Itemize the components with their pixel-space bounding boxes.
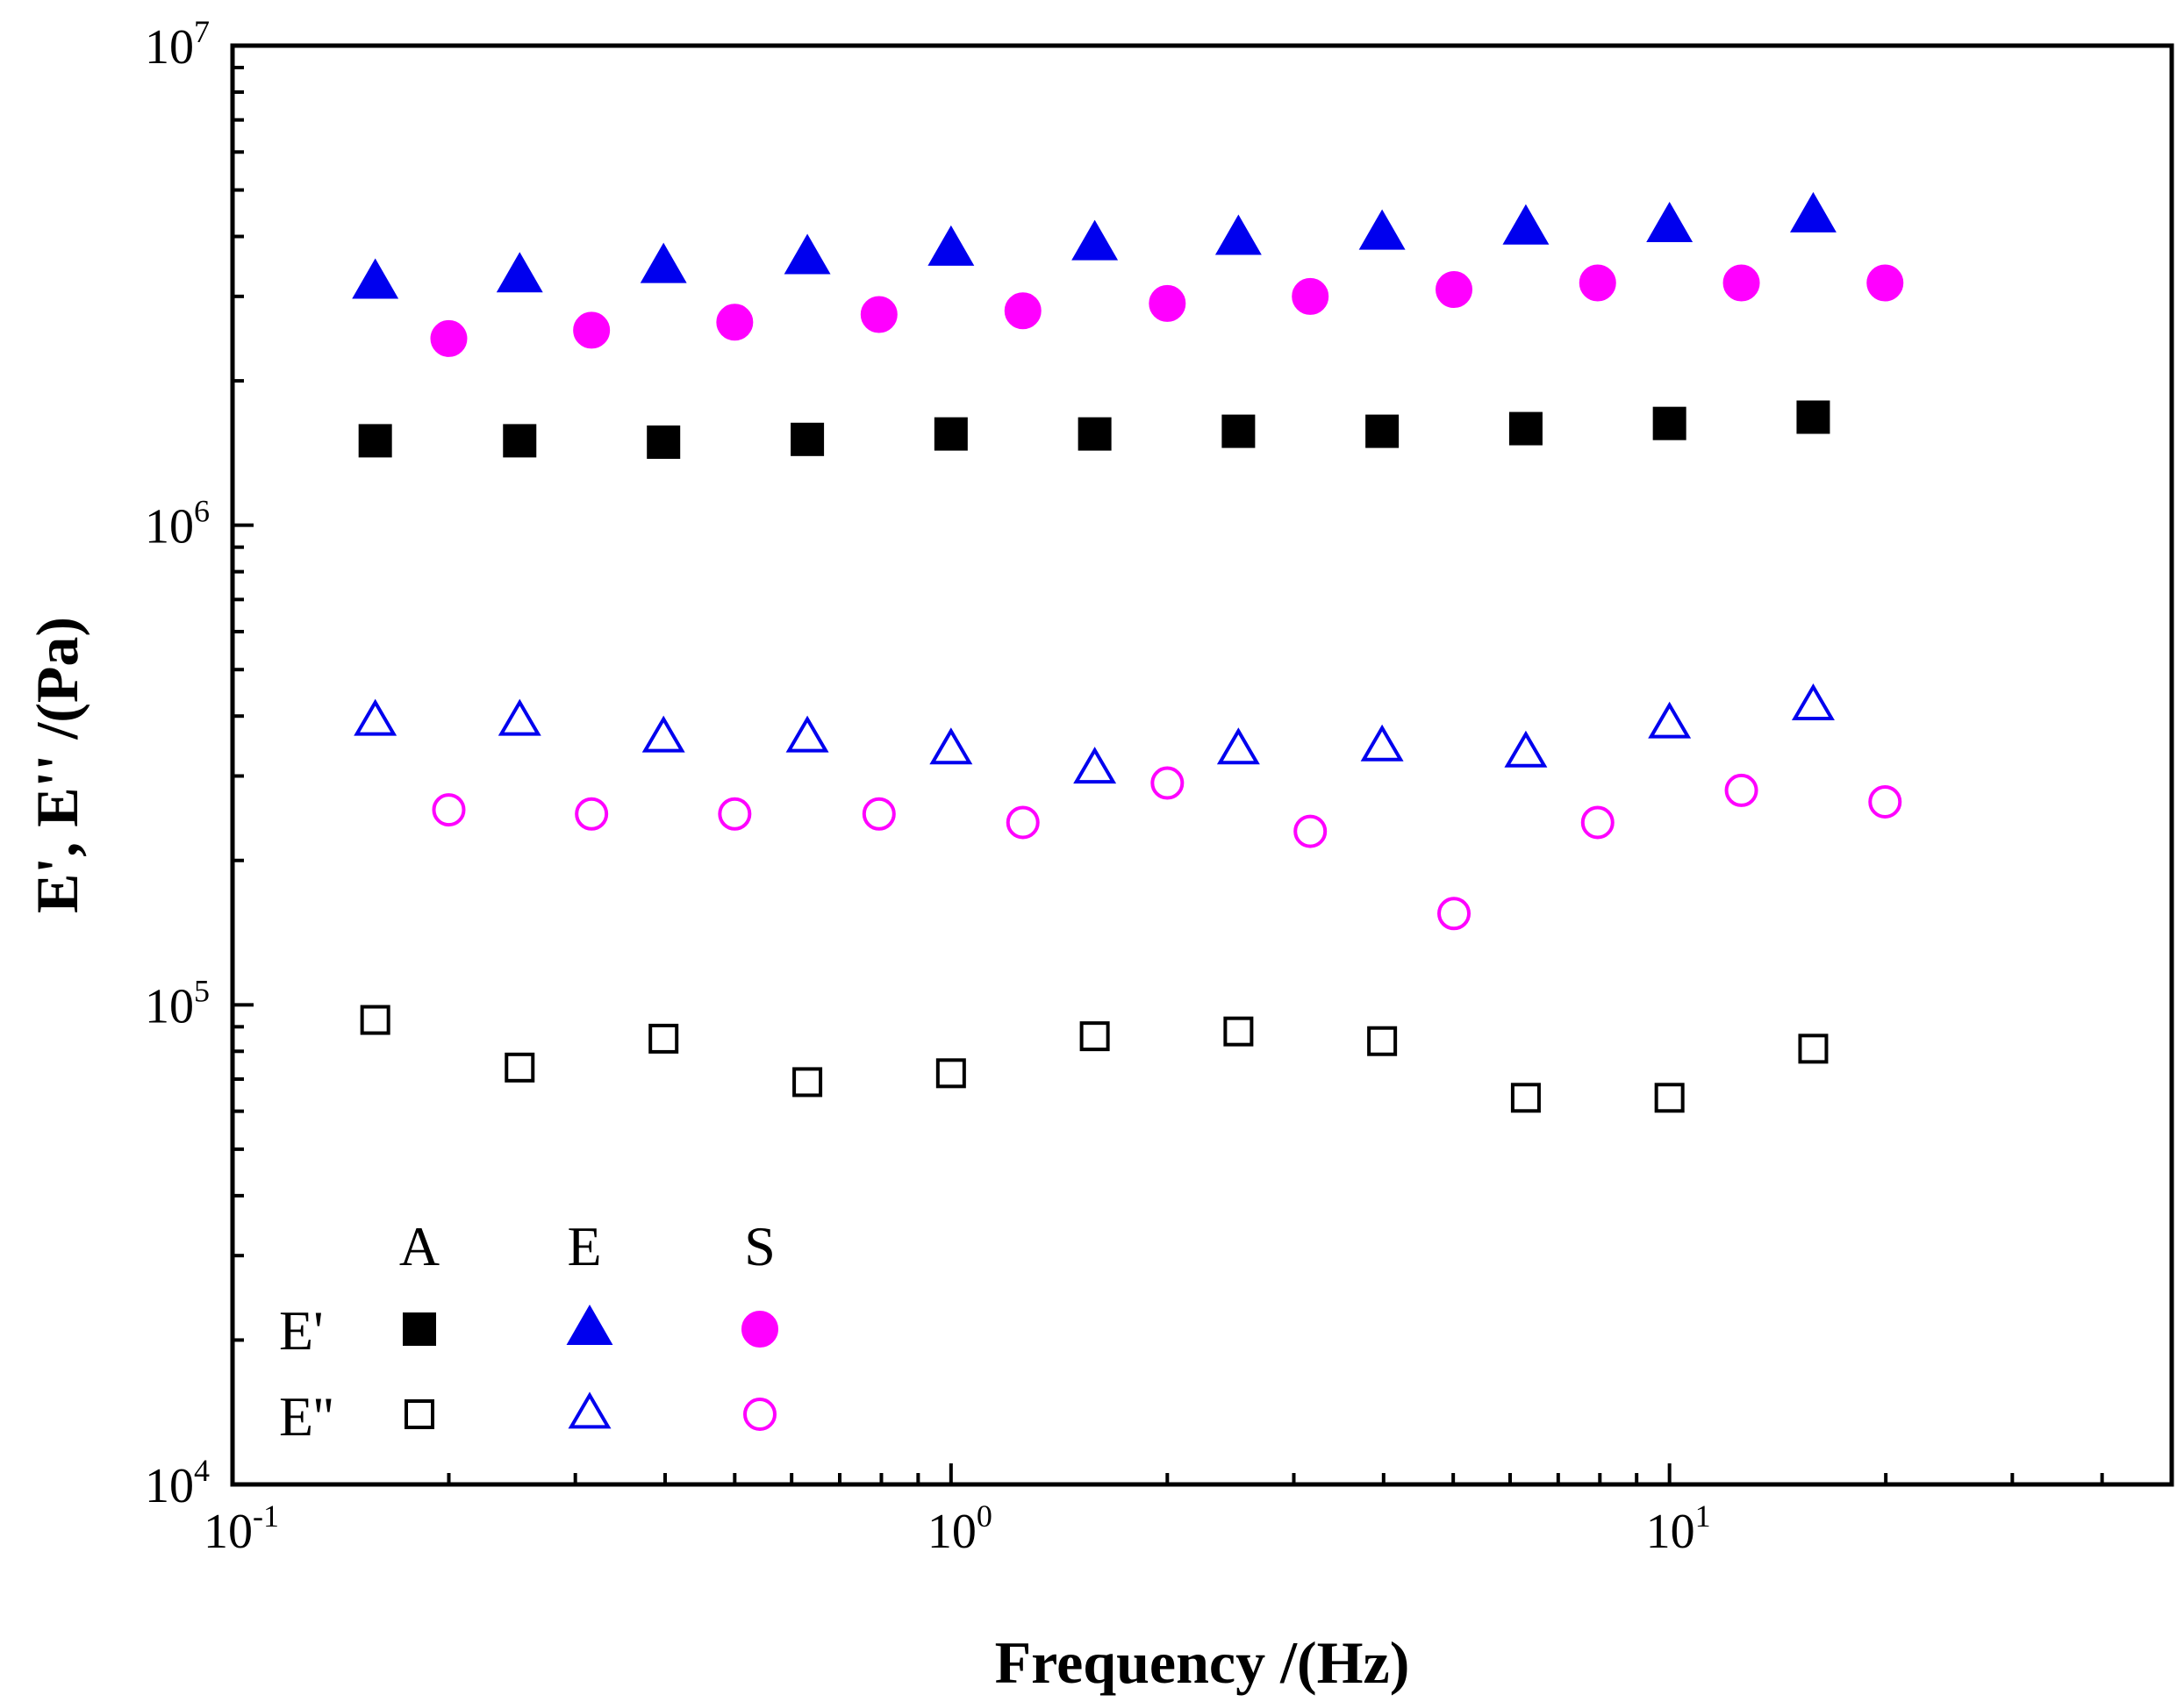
legend-header-s: S [744, 1215, 776, 1277]
data-point [862, 797, 896, 831]
data-point [716, 304, 754, 341]
data-point [1004, 292, 1042, 330]
data-point [1510, 1083, 1541, 1113]
data-point [1293, 814, 1328, 848]
y-axis-title: E', E'' /(Pa) [24, 617, 90, 913]
legend-marker-e-filled [566, 1304, 613, 1345]
data-marks [352, 191, 1904, 1113]
data-point [1646, 201, 1693, 242]
data-point [1150, 766, 1185, 800]
data-point [1216, 727, 1260, 765]
legend-row-label-loss: E'' [279, 1385, 333, 1448]
data-point [1073, 747, 1117, 784]
series-s-loss [432, 766, 1902, 931]
data-point [1580, 805, 1615, 840]
series-e-storage [352, 191, 1837, 299]
data-point [352, 258, 399, 299]
data-point [496, 252, 543, 293]
y-tick-label: 107 [145, 14, 210, 75]
data-point [641, 715, 685, 753]
data-point [498, 698, 541, 736]
data-point [430, 319, 468, 357]
data-point [1436, 271, 1473, 309]
data-point [1071, 219, 1119, 261]
legend-marker-a-filled [403, 1312, 436, 1346]
data-point [432, 793, 466, 827]
data-point [1079, 1021, 1110, 1052]
legend-marker-s-filled [741, 1311, 778, 1348]
x-axis-title: Frequency /(Hz) [995, 1629, 1410, 1696]
data-point [1292, 277, 1329, 315]
series-e-loss [354, 683, 1835, 784]
axis-ticks [231, 44, 2173, 1486]
legend-marker-e-open [568, 1391, 612, 1429]
data-point [860, 296, 898, 333]
data-point [785, 715, 829, 753]
data-point [1078, 417, 1112, 451]
data-point [791, 422, 825, 456]
data-point [934, 417, 968, 451]
legend-marker-s-open [743, 1398, 777, 1431]
data-point [1223, 1016, 1254, 1047]
data-point [1221, 414, 1256, 448]
tick-labels: 10-1 100 101 104 105 106 107 [145, 14, 1711, 1559]
data-point [1360, 724, 1404, 762]
data-point [1437, 897, 1472, 931]
data-point [1502, 204, 1550, 245]
data-point [1149, 284, 1186, 322]
x-tick-label: 101 [1646, 1498, 1711, 1559]
data-point [1652, 406, 1686, 440]
y-tick-label: 106 [145, 494, 210, 554]
y-tick-label: 104 [145, 1453, 210, 1513]
data-point [1796, 400, 1830, 434]
data-point [360, 1005, 390, 1035]
series-a-loss [360, 1005, 1829, 1113]
data-point [792, 1067, 823, 1098]
series-s-storage [430, 264, 1904, 357]
data-point [935, 1058, 966, 1089]
data-point [1648, 701, 1692, 739]
data-point [784, 233, 831, 275]
data-point [1798, 1033, 1829, 1064]
data-point [1724, 773, 1758, 807]
data-point [1358, 209, 1406, 250]
data-point [1006, 805, 1040, 840]
data-point [1722, 264, 1760, 302]
legend-header-e: E [567, 1215, 601, 1277]
data-point [354, 698, 397, 736]
data-point [358, 424, 392, 458]
y-tick-label: 105 [145, 973, 210, 1033]
data-point [573, 311, 611, 349]
data-point [1579, 264, 1616, 302]
data-point [1367, 1026, 1398, 1056]
data-point [503, 424, 537, 458]
legend: A E S E' E'' [279, 1215, 778, 1448]
data-point [640, 242, 687, 283]
legend-header-a: A [399, 1215, 440, 1277]
data-point [505, 1052, 535, 1083]
plot-frame [230, 43, 2174, 1487]
legend-row-label-storage: E' [279, 1299, 324, 1362]
data-point [1868, 784, 1902, 819]
data-point [575, 797, 609, 831]
data-point [1791, 683, 1835, 721]
data-point [929, 727, 973, 765]
data-point [1214, 214, 1262, 255]
legend-markers [403, 1304, 778, 1431]
data-point [927, 225, 975, 266]
data-point [648, 1023, 679, 1054]
series-a-storage [358, 400, 1830, 459]
data-point [718, 797, 752, 831]
data-point [1365, 414, 1400, 448]
data-point [1866, 264, 1904, 302]
data-point [1504, 730, 1548, 768]
data-point [1654, 1083, 1685, 1113]
data-point [1789, 191, 1837, 232]
data-point [647, 425, 681, 459]
x-tick-label: 10-1 [204, 1498, 279, 1559]
x-tick-label: 100 [927, 1498, 992, 1559]
data-point [1508, 411, 1543, 446]
legend-marker-a-open [405, 1399, 434, 1429]
